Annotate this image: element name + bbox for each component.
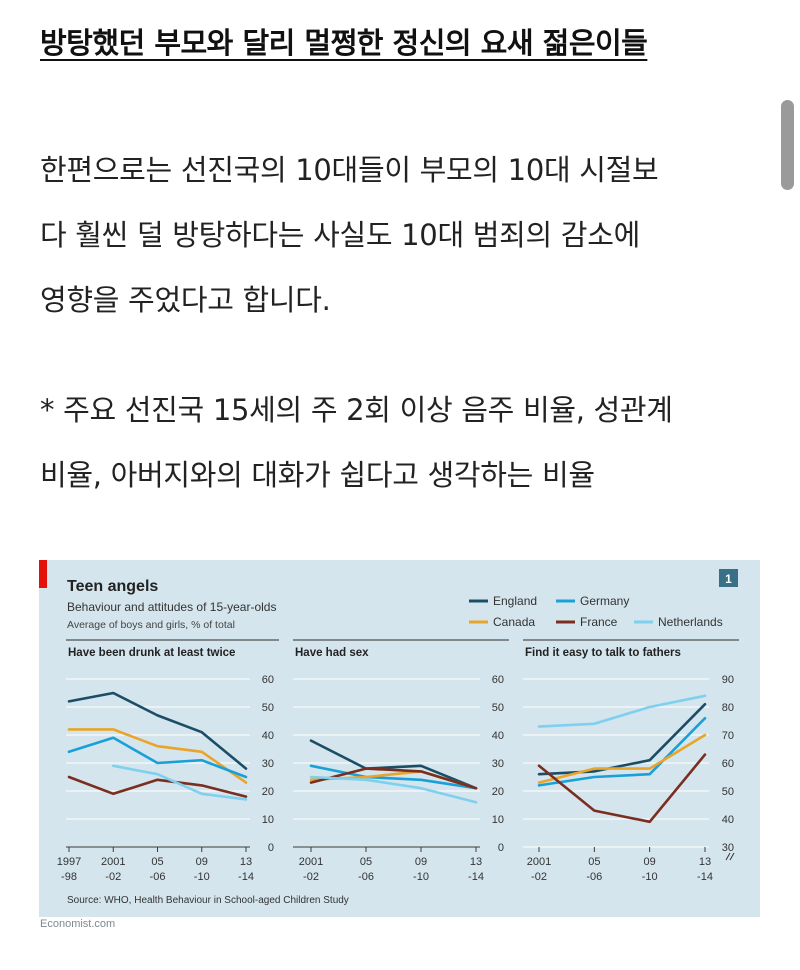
y-tick-label: 40 xyxy=(722,814,734,826)
x-tick-label: -06 xyxy=(150,871,166,883)
y-tick-label: 60 xyxy=(722,758,734,770)
y-tick-label: 0 xyxy=(498,842,504,854)
x-tick-label: -02 xyxy=(303,871,319,883)
chart-svg: Teen angels Behaviour and attitudes of 1… xyxy=(39,560,739,906)
x-tick-label: -06 xyxy=(586,871,602,883)
y-tick-label: 80 xyxy=(722,702,734,714)
series-line-germany xyxy=(67,736,248,779)
chart-note: Average of boys and girls, % of total xyxy=(67,619,235,631)
paragraph-line: 영향을 주었다고 합니다. xyxy=(40,283,331,317)
x-tick-label: 2001 xyxy=(299,856,323,868)
paragraph-line: 비율, 아버지와의 대화가 쉽다고 생각하는 비율 xyxy=(40,458,595,492)
axis-break-mark xyxy=(725,852,735,861)
number-badge xyxy=(719,569,738,587)
x-tick-label: 05 xyxy=(151,856,163,868)
y-tick-label: 20 xyxy=(492,786,504,798)
y-tick-label: 30 xyxy=(492,758,504,770)
panel-title: Have been drunk at least twice xyxy=(68,647,235,659)
panel-find-it-easy-to-talk-to-fathers: Find it easy to talk to fathers 30 40 50 60 7… xyxy=(523,639,739,883)
series-line-england xyxy=(67,691,248,770)
y-tick-label: 50 xyxy=(262,702,274,714)
y-tick-label: 90 xyxy=(722,674,734,686)
y-tick-label: 50 xyxy=(722,786,734,798)
paragraph-line: 다 훨씬 덜 방탕하다는 사실도 10대 범죄의 감소에 xyxy=(40,218,640,252)
x-tick-label: -98 xyxy=(61,871,77,883)
paragraph-note: * 주요 선진국 15세의 주 2회 이상 음주 비율, 성관계 비율, 아버지… xyxy=(40,378,770,508)
y-tick-label: 70 xyxy=(722,730,734,742)
scrollbar[interactable] xyxy=(781,100,794,190)
x-tick-label: -10 xyxy=(642,871,658,883)
x-tick-label: -10 xyxy=(413,871,429,883)
legend-label-germany: Germany xyxy=(580,594,629,608)
chart-source: Source: WHO, Health Behaviour in School-… xyxy=(67,895,349,906)
y-tick-label: 60 xyxy=(262,674,274,686)
panel-have-had-sex: Have had sex 0 10 20 30 40 50 60 2001 -02 05 -06 09 -… xyxy=(293,639,509,883)
series-line-netherlands xyxy=(537,694,707,728)
x-tick-label: 05 xyxy=(360,856,372,868)
paragraph-line: * 주요 선진국 15세의 주 2회 이상 음주 비율, 성관계 xyxy=(40,393,673,427)
number-badge-label: 1 xyxy=(725,572,732,586)
series-line-germany xyxy=(537,716,707,787)
series-line-france xyxy=(537,753,707,824)
x-tick-label: 09 xyxy=(196,856,208,868)
series-line-netherlands xyxy=(309,775,478,804)
y-tick-label: 30 xyxy=(722,842,734,854)
y-tick-label: 0 xyxy=(268,842,274,854)
chart-subtitle: Behaviour and attitudes of 15-year-olds xyxy=(67,600,276,614)
series-line-netherlands xyxy=(112,764,248,801)
credit: Economist.com xyxy=(40,918,116,930)
y-tick-label: 50 xyxy=(492,702,504,714)
headline: 방탕했던 부모와 달리 멀쩡한 정신의 요새 젊은이들 xyxy=(40,26,648,60)
x-tick-label: -14 xyxy=(468,871,484,883)
y-tick-label: 20 xyxy=(262,786,274,798)
x-tick-label: 2001 xyxy=(527,856,551,868)
series-line-england xyxy=(309,739,478,790)
x-tick-label: 1997 xyxy=(57,856,81,868)
y-tick-label: 40 xyxy=(492,730,504,742)
x-tick-label: 13 xyxy=(699,856,711,868)
x-tick-label: -02 xyxy=(105,871,121,883)
panel-have-been-drunk-at-least-twice: Have been drunk at least twice 0 10 20 30 40 5… xyxy=(57,639,279,883)
paragraph-main: 한편으로는 선진국의 10대들이 부모의 10대 시절보 다 훨씬 덜 방탕하다… xyxy=(40,138,770,333)
paragraph-line: 한편으로는 선진국의 10대들이 부모의 10대 시절보 xyxy=(40,153,659,187)
x-tick-label: 05 xyxy=(588,856,600,868)
panel-title: Have had sex xyxy=(295,647,369,659)
x-tick-label: 13 xyxy=(470,856,482,868)
x-tick-label: 09 xyxy=(415,856,427,868)
chart-title: Teen angels xyxy=(67,578,158,595)
y-tick-label: 30 xyxy=(262,758,274,770)
legend-label-canada: Canada xyxy=(493,615,535,629)
x-tick-label: 2001 xyxy=(101,856,125,868)
series-line-france xyxy=(309,767,478,790)
legend-label-netherlands: Netherlands xyxy=(658,615,723,629)
y-tick-label: 10 xyxy=(262,814,274,826)
series-line-canada xyxy=(67,728,248,784)
x-tick-label: -02 xyxy=(531,871,547,883)
x-tick-label: 09 xyxy=(644,856,656,868)
series-line-france xyxy=(67,775,248,798)
panel-title: Find it easy to talk to fathers xyxy=(525,647,681,659)
chart-panels: Have been drunk at least twice 0 10 20 30 40 5… xyxy=(57,639,739,883)
y-tick-label: 10 xyxy=(492,814,504,826)
x-tick-label: -14 xyxy=(238,871,254,883)
series-line-england xyxy=(537,702,707,776)
chart-figure: Teen angels Behaviour and attitudes of 1… xyxy=(39,560,760,917)
x-tick-label: -10 xyxy=(194,871,210,883)
series-line-canada xyxy=(537,733,707,784)
y-tick-label: 40 xyxy=(262,730,274,742)
y-tick-label: 60 xyxy=(492,674,504,686)
series-line-germany xyxy=(309,764,478,790)
legend-label-england: England xyxy=(493,594,537,608)
legend: England Germany Canada France Netherlands xyxy=(469,594,723,629)
x-tick-label: 13 xyxy=(240,856,252,868)
legend-label-france: France xyxy=(580,615,618,629)
x-tick-label: -06 xyxy=(358,871,374,883)
x-tick-label: -14 xyxy=(697,871,713,883)
accent-bar xyxy=(39,560,47,588)
